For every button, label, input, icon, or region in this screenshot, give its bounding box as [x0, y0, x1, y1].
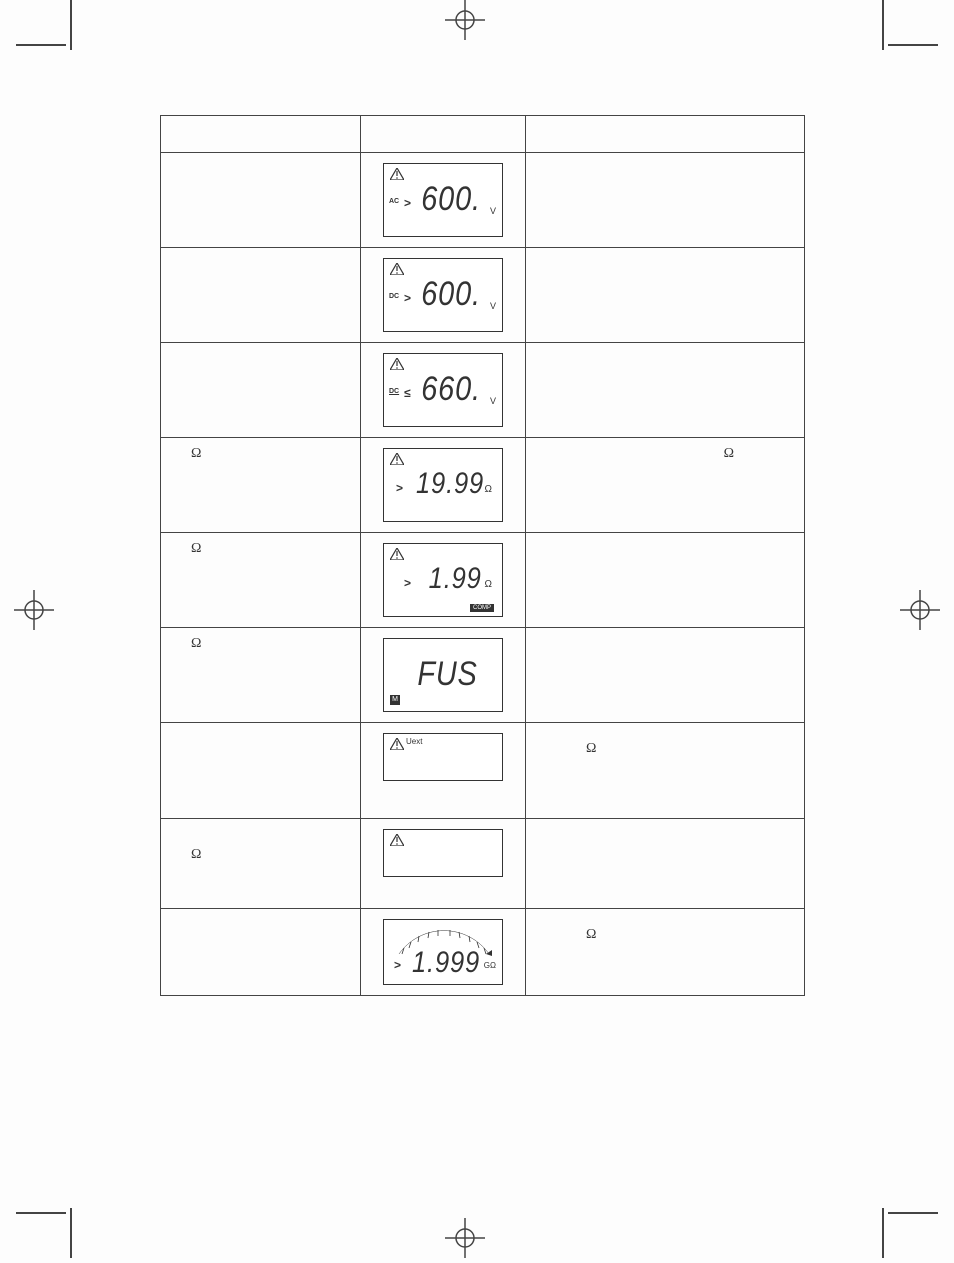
cell-col3: [526, 153, 804, 247]
lcd-display: DC > 600. V: [383, 258, 503, 332]
unit: Ω: [485, 484, 492, 495]
warning-icon: [390, 738, 404, 750]
gt-symbol: >: [404, 196, 411, 210]
table-row: Uext Ω: [161, 723, 804, 819]
comp-badge: COMP: [470, 604, 494, 612]
reg-mark-top: [445, 0, 485, 40]
cell-col2: Uext: [361, 723, 526, 818]
ohm-symbol: Ω: [191, 636, 201, 652]
ohm-symbol: Ω: [586, 741, 596, 757]
gt-symbol: >: [404, 291, 411, 305]
cell-col2: > 1.999 GΩ: [361, 909, 526, 995]
cell-col1: [161, 909, 361, 995]
cell-col2: DC > 600. V: [361, 248, 526, 342]
unit: Ω: [485, 579, 492, 590]
ohm-symbol: Ω: [191, 541, 201, 557]
ohm-symbol: Ω: [724, 446, 734, 462]
cell-col1: Ω: [161, 819, 361, 908]
warning-icon: [390, 453, 404, 465]
warning-icon: [390, 358, 404, 370]
warning-icon: [390, 834, 404, 846]
lcd-value: 600.: [421, 180, 481, 219]
header-col2: [361, 116, 526, 152]
table-row: Ω > 1.99 Ω COMP: [161, 533, 804, 628]
header-col3: [526, 116, 804, 152]
cell-col2: FUS M: [361, 628, 526, 722]
unit: V: [490, 301, 496, 311]
warning-icon: [390, 168, 404, 180]
cell-col1: [161, 343, 361, 437]
mode-label: DC: [389, 293, 399, 300]
cell-col3: Ω: [526, 438, 804, 532]
gt-symbol: >: [396, 481, 403, 495]
mode-label: AC: [389, 198, 399, 205]
cell-col3: [526, 248, 804, 342]
table-row: Ω > 19.99 Ω Ω: [161, 438, 804, 533]
table-row: AC > 600. V: [161, 153, 804, 248]
unit: V: [490, 206, 496, 216]
cell-col3: [526, 533, 804, 627]
lcd-display: > 19.99 Ω: [383, 448, 503, 522]
ohm-symbol: Ω: [191, 847, 201, 863]
lcd-value: 600.: [421, 275, 481, 314]
warning-icon: [390, 263, 404, 275]
cell-col2: AC > 600. V: [361, 153, 526, 247]
lcd-value: 1.999: [412, 946, 480, 980]
lcd-value: 660.: [421, 370, 481, 409]
cell-col1: Ω: [161, 438, 361, 532]
cell-col3: [526, 819, 804, 908]
cell-col2: DC ≤ 660. V: [361, 343, 526, 437]
cell-col3: Ω: [526, 723, 804, 818]
cell-col2: > 19.99 Ω: [361, 438, 526, 532]
cell-col2: [361, 819, 526, 908]
table-header-row: [161, 116, 804, 153]
table-row: > 1.999 GΩ Ω: [161, 909, 804, 995]
cell-col1: [161, 723, 361, 818]
table-row: DC > 600. V: [161, 248, 804, 343]
lcd-display: FUS M: [383, 638, 503, 712]
header-col1: [161, 116, 361, 152]
gt-symbol: >: [404, 576, 411, 590]
unit: V: [490, 396, 496, 406]
table: AC > 600. V DC > 600. V DC: [160, 115, 805, 996]
table-row: Ω: [161, 819, 804, 909]
reg-mark-left: [14, 590, 54, 630]
ohm-symbol: Ω: [586, 927, 596, 943]
cell-col1: Ω: [161, 533, 361, 627]
reg-mark-right: [900, 590, 940, 630]
reg-mark-bottom: [445, 1218, 485, 1258]
warning-icon: [390, 548, 404, 560]
cell-col3: Ω: [526, 909, 804, 995]
cell-col1: Ω: [161, 628, 361, 722]
unit: GΩ: [484, 961, 496, 970]
cell-col1: [161, 248, 361, 342]
ohm-symbol: Ω: [191, 446, 201, 462]
lcd-display: > 1.999 GΩ: [383, 919, 503, 985]
lcd-display: > 1.99 Ω COMP: [383, 543, 503, 617]
lcd-value: FUS: [417, 655, 477, 694]
m-badge: M: [390, 695, 400, 705]
cell-col3: [526, 343, 804, 437]
cell-col2: > 1.99 Ω COMP: [361, 533, 526, 627]
gt-symbol: >: [394, 958, 401, 972]
lcd-display: [383, 829, 503, 877]
lcd-value: 1.99: [429, 562, 482, 596]
table-row: Ω FUS M: [161, 628, 804, 723]
lcd-display: AC > 600. V: [383, 163, 503, 237]
lcd-value: 19.99: [416, 467, 484, 501]
uext-label: Uext: [406, 737, 422, 746]
cell-col3: [526, 628, 804, 722]
lcd-display: Uext: [383, 733, 503, 781]
table-row: DC ≤ 660. V: [161, 343, 804, 438]
mode-label: DC: [389, 388, 399, 395]
gt-symbol: ≤: [404, 386, 411, 400]
lcd-display: DC ≤ 660. V: [383, 353, 503, 427]
cell-col1: [161, 153, 361, 247]
